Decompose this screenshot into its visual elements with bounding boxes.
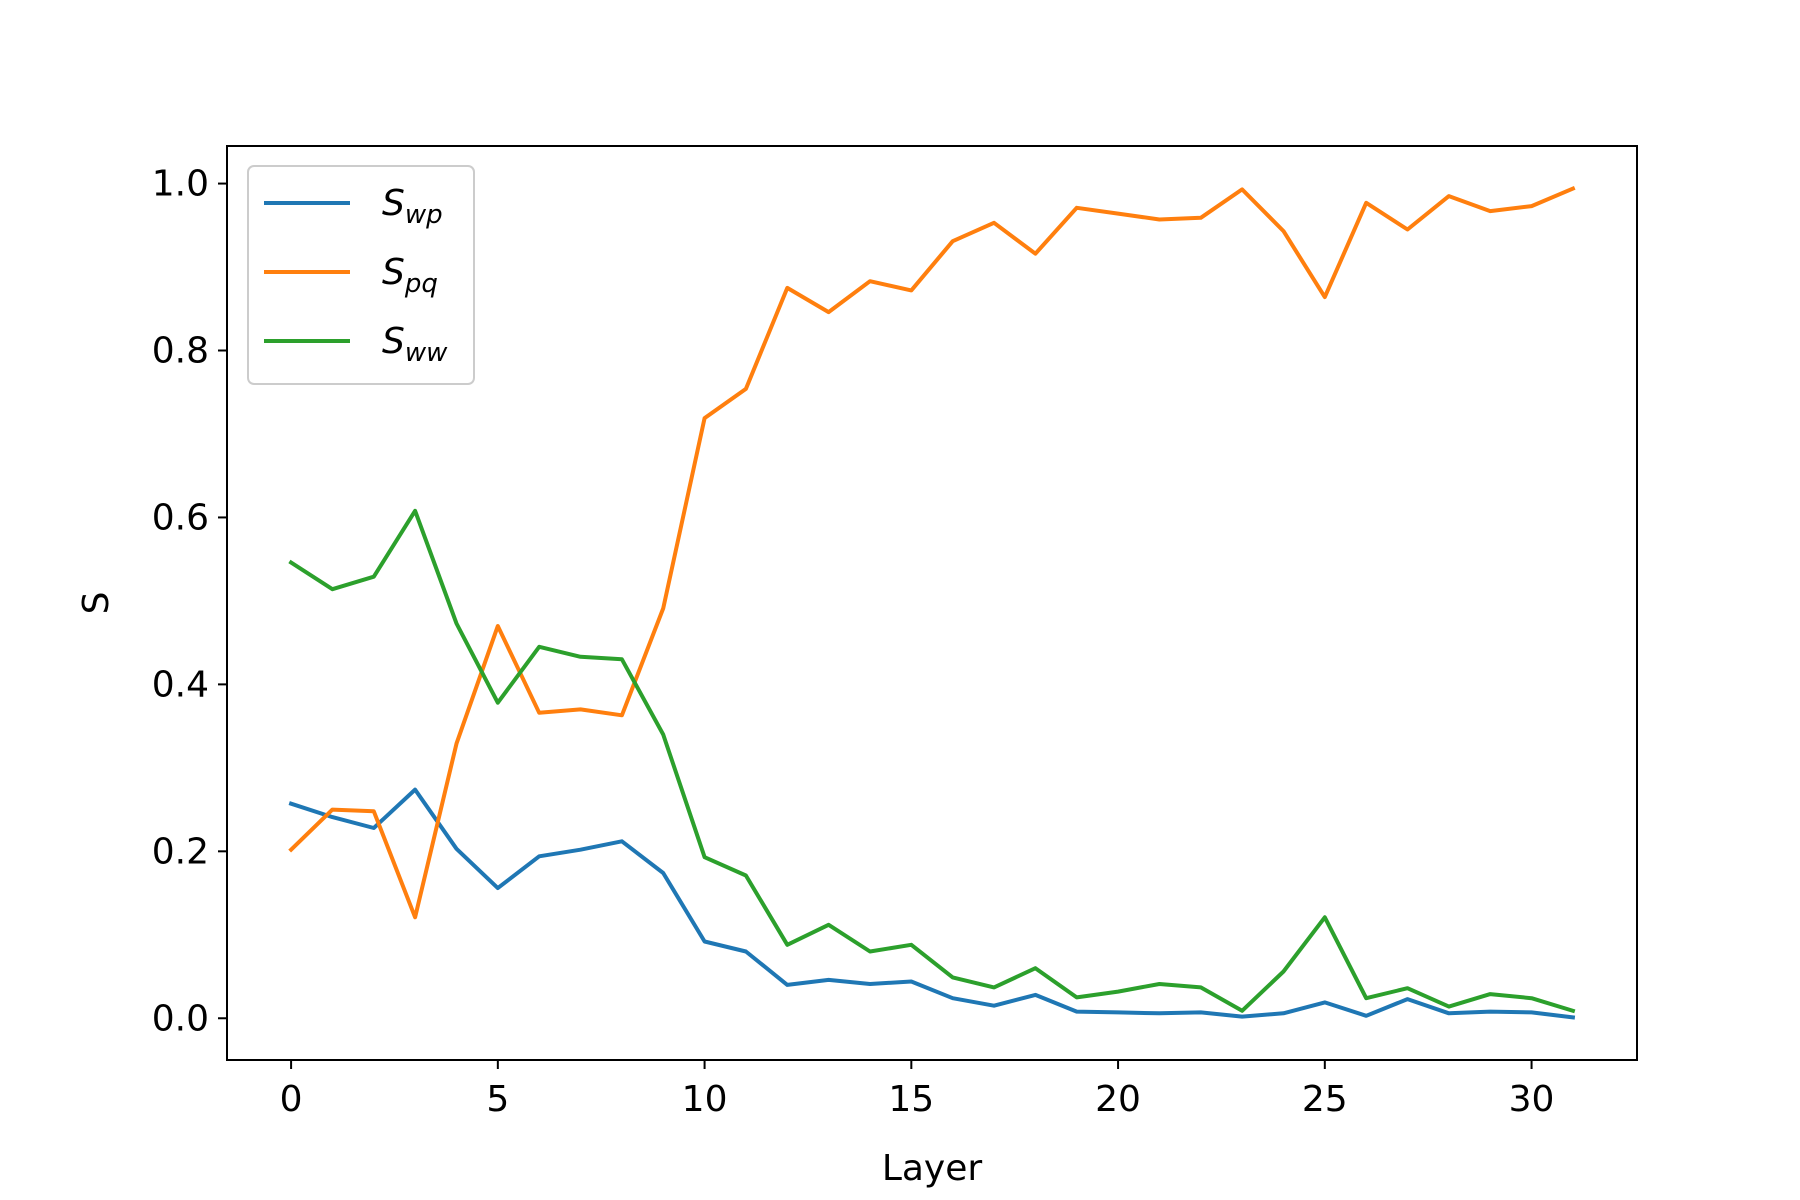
series-line-s-ww (288, 508, 1576, 1014)
legend-label-main: S (382, 183, 405, 224)
legend-label: Swp (382, 183, 443, 230)
x-tick-label: 0 (280, 1079, 303, 1120)
series-lines (288, 185, 1576, 1020)
legend-label-main: S (382, 321, 405, 362)
x-axis-label: Layer (882, 1148, 983, 1189)
x-tick-label: 10 (682, 1079, 728, 1120)
x-axis: 0 5 10 15 20 25 30 (280, 1060, 1555, 1120)
legend-label-subscript: wp (405, 200, 443, 230)
x-tick-label: 25 (1302, 1079, 1348, 1120)
y-tick-label: 0.8 (152, 331, 209, 372)
legend-box (247, 165, 475, 385)
legend-label-subscript: ww (405, 338, 448, 368)
y-axis-label: S (76, 592, 117, 615)
y-tick-label: 1.0 (152, 164, 209, 205)
series-line-s-wp (288, 787, 1576, 1020)
legend-label-subscript: pq (404, 269, 438, 299)
series-line-s-pq (288, 185, 1576, 920)
x-tick-label: 20 (1095, 1079, 1141, 1120)
legend-label: Spq (382, 252, 438, 299)
y-tick-label: 0.0 (152, 998, 209, 1039)
legend-label: Sww (382, 321, 448, 368)
x-tick-label: 15 (888, 1079, 934, 1120)
plot-frame (226, 145, 1638, 1061)
x-tick-label: 30 (1509, 1079, 1555, 1120)
legend-label-main: S (382, 252, 405, 293)
y-axis: 0.0 0.2 0.4 0.6 0.8 1.0 (152, 164, 227, 1039)
x-tick-label: 5 (486, 1079, 509, 1120)
y-tick-label: 0.4 (152, 664, 209, 705)
y-tick-label: 0.2 (152, 831, 209, 872)
y-tick-label: 0.6 (152, 497, 209, 538)
